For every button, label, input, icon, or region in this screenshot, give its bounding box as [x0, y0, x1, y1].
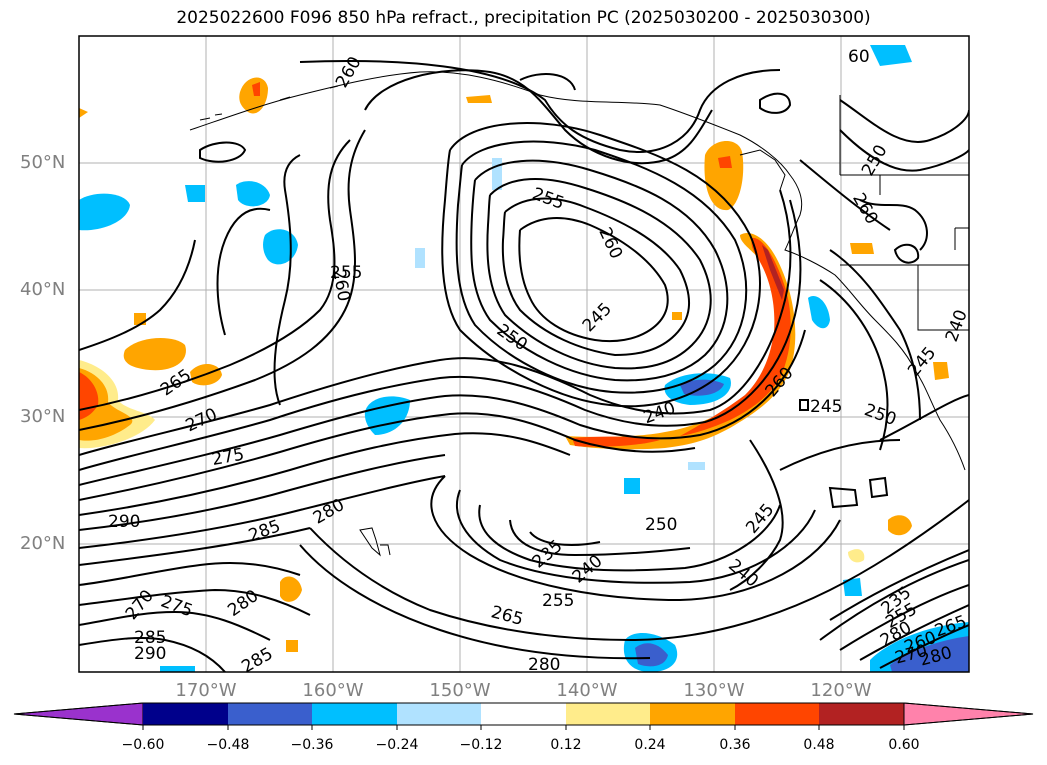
- colorbar-tick-label: −0.12: [459, 737, 503, 753]
- plot-area: [79, 36, 969, 672]
- map-title: 2025022600 F096 850 hPa refract., precip…: [176, 8, 871, 28]
- colorbar-bin: [228, 703, 312, 725]
- contour-label: 250: [645, 515, 677, 535]
- gridlines: [79, 36, 969, 672]
- colorbar-bin: [566, 703, 650, 725]
- contour-label: 290: [134, 644, 166, 664]
- colorbar-tick-label: 0.60: [888, 737, 920, 753]
- colorbar-tick-label: 0.24: [634, 737, 666, 753]
- coastlines: [189, 71, 969, 557]
- lon-label-170w: 170°W: [175, 680, 237, 701]
- contour-label: 290: [108, 512, 140, 532]
- colorbar-tick-label: 0.48: [803, 737, 835, 753]
- colorbar-tick-label: −0.24: [375, 737, 419, 753]
- refractivity-contours: [79, 60, 969, 672]
- lon-label-140w: 140°W: [556, 680, 618, 701]
- colorbar-tick-label: 0.36: [719, 737, 751, 753]
- colorbar-bin: [650, 703, 735, 725]
- colorbar-ticks: [142, 725, 905, 730]
- colorbar-overflow: [903, 702, 1034, 726]
- colorbar-underflow: [13, 702, 144, 726]
- lat-label-30n: 30°N: [20, 406, 66, 427]
- colorbar-tick-label: −0.36: [290, 737, 334, 753]
- contour-label: 245: [810, 397, 842, 417]
- contour-label: 285: [134, 628, 166, 648]
- lat-label-40n: 40°N: [20, 279, 66, 300]
- colorbar-bin: [819, 703, 904, 725]
- colorbar-tick-label: −0.48: [206, 737, 250, 753]
- lon-label-150w: 150°W: [429, 680, 491, 701]
- colorbar-bin: [735, 703, 819, 725]
- colorbar-bin: [397, 703, 481, 725]
- lat-label-50n: 50°N: [20, 152, 66, 173]
- colorbar-tick-label: 0.12: [550, 737, 582, 753]
- lon-label-160w: 160°W: [302, 680, 364, 701]
- lon-label-120w: 120°W: [810, 680, 872, 701]
- plot-frame: [78, 35, 970, 673]
- contour-label: 60: [848, 47, 870, 67]
- contour-label: 280: [528, 655, 560, 675]
- colorbar-bin: [312, 703, 397, 725]
- lon-label-130w: 130°W: [683, 680, 745, 701]
- colorbar-bin: [143, 703, 228, 725]
- contour-label: 255: [542, 591, 574, 611]
- colorbar: [13, 702, 1034, 730]
- colorbar-bin: [481, 703, 566, 725]
- lat-label-20n: 20°N: [20, 533, 66, 554]
- contour-label: 255: [330, 263, 362, 283]
- colorbar-tick-label: −0.60: [121, 737, 165, 753]
